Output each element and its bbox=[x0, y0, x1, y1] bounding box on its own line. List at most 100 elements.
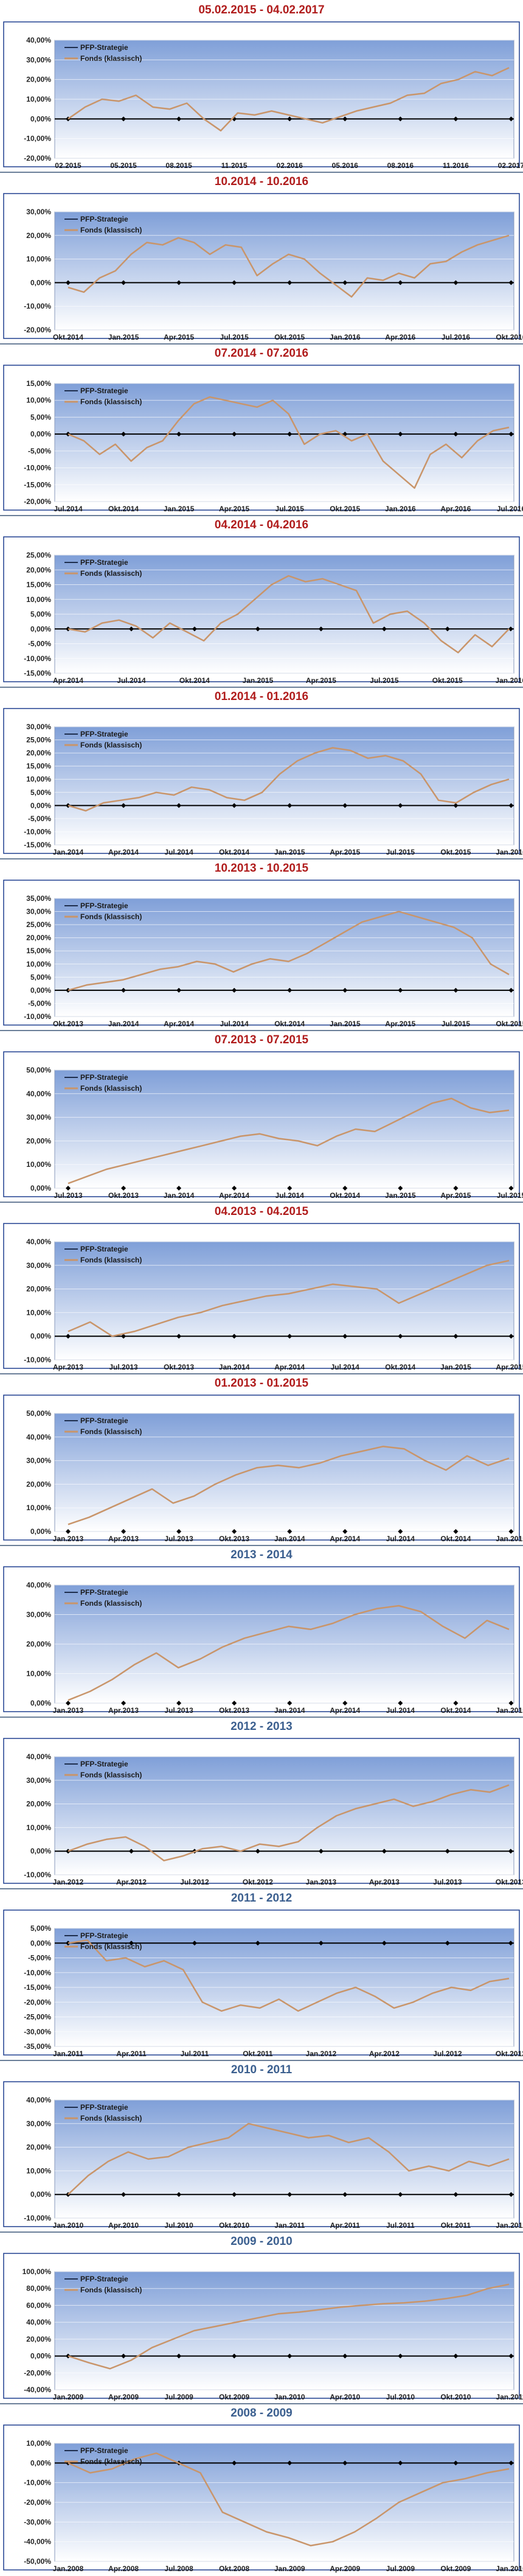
y-tick-label: 0,00% bbox=[30, 1939, 51, 1947]
x-tick-label: Jan.2014 bbox=[274, 1535, 305, 1543]
x-tick-label: Apr.2014 bbox=[164, 1020, 194, 1028]
x-tick-mark bbox=[287, 432, 293, 437]
x-tick-mark bbox=[232, 280, 237, 285]
x-tick-label: Jul.2010 bbox=[164, 2221, 193, 2230]
y-tick-label: -10,00% bbox=[24, 1012, 51, 1021]
x-tick-label: Apr.2015 bbox=[385, 1020, 415, 1028]
y-tick-label: 0,00% bbox=[30, 625, 51, 633]
x-tick-mark bbox=[398, 1334, 403, 1339]
x-tick-label: Okt.2015 bbox=[440, 848, 471, 856]
x-tick-label: Okt.2014 bbox=[330, 1191, 360, 1200]
x-tick-mark bbox=[508, 2353, 514, 2359]
y-tick-label: 30,00% bbox=[26, 208, 51, 216]
x-tick-mark bbox=[121, 432, 126, 437]
chart-panel: 07.2014 - 07.2016 15,00% 10,00% 5,00% 0,00% -… bbox=[0, 343, 523, 515]
x-tick-label: Apr.2014 bbox=[219, 1191, 249, 1200]
y-tick-label: 40,00% bbox=[26, 2096, 51, 2104]
x-tick-mark bbox=[287, 116, 293, 122]
y-tick-label: 20,00% bbox=[26, 1285, 51, 1293]
y-tick-label: 10,00% bbox=[26, 255, 51, 264]
panel-separator bbox=[0, 343, 523, 345]
x-tick-mark bbox=[453, 1701, 459, 1706]
y-tick-label: -15,00% bbox=[24, 841, 51, 849]
x-tick-label: Jul.2016 bbox=[442, 333, 471, 341]
x-tick-mark bbox=[318, 1941, 324, 1946]
x-tick-mark bbox=[342, 2192, 348, 2197]
x-tick-label: Jul.2015 bbox=[497, 1191, 523, 1200]
x-tick-mark bbox=[66, 1334, 71, 1339]
chart-panel: 05.02.2015 - 04.02.2017 40,00% 30,00% 20,00… bbox=[0, 0, 523, 172]
chart-title: 04.2014 - 04.2016 bbox=[214, 519, 309, 531]
y-tick-label: -20,00% bbox=[24, 497, 51, 506]
x-tick-label: Jan.2010 bbox=[53, 2221, 84, 2230]
x-tick-label: Okt.2015 bbox=[330, 505, 360, 513]
plot-area bbox=[54, 1756, 514, 1875]
x-tick-label: Jan.2014 bbox=[53, 848, 84, 856]
y-tick-label: 5,00% bbox=[30, 973, 51, 981]
y-tick-label: 10,00% bbox=[26, 95, 51, 103]
x-tick-mark bbox=[287, 1334, 293, 1339]
y-tick-label: 0,00% bbox=[30, 801, 51, 810]
x-tick-label: Jan.2015 bbox=[440, 1363, 471, 1371]
y-tick-label: -20,00% bbox=[24, 2368, 51, 2377]
x-tick-label: Okt.2013 bbox=[219, 1706, 249, 1715]
x-tick-mark bbox=[508, 626, 513, 632]
x-tick-label: Apr.2010 bbox=[330, 2393, 360, 2401]
x-tick-label: Jan.2016 bbox=[495, 676, 523, 685]
x-tick-mark bbox=[398, 2460, 403, 2466]
x-tick-mark bbox=[508, 1701, 514, 1706]
y-tick-label: -10,00% bbox=[24, 1969, 51, 1977]
x-tick-mark bbox=[342, 116, 348, 122]
chart-svg: 40,00% 30,00% 20,00% 10,00% 0,00% -10,00% -20,… bbox=[3, 21, 523, 170]
chart-panel: 01.2013 - 01.2015 50,00% 40,00% 30,00% 20,00… bbox=[0, 1373, 523, 1545]
x-tick-label: Okt.2013 bbox=[219, 1535, 249, 1543]
chart-title: 2008 - 2009 bbox=[230, 2407, 293, 2420]
x-tick-mark bbox=[232, 803, 237, 808]
x-tick-mark bbox=[287, 1701, 293, 1706]
chart-panel: 04.2013 - 04.2015 40,00% 30,00% 20,00% 10,00… bbox=[0, 1202, 523, 1373]
x-tick-mark bbox=[508, 1941, 513, 1946]
series-line-fonds bbox=[68, 575, 510, 654]
x-tick-mark bbox=[445, 1849, 450, 1854]
y-tick-label: -30,00% bbox=[24, 2028, 51, 2036]
x-tick-label: Jan.2010 bbox=[496, 2564, 523, 2573]
x-tick-label: Jan.2015 bbox=[496, 1706, 523, 1715]
legend-label: PFP-Strategie bbox=[80, 1588, 128, 1597]
legend-label: Fonds (klassisch) bbox=[80, 1942, 142, 1951]
chart-svg: 40,00% 30,00% 20,00% 10,00% 0,00%Jan.2013 Apr… bbox=[3, 1566, 523, 1715]
x-tick-mark bbox=[232, 1701, 237, 1706]
x-tick-label: Jan.2015 bbox=[385, 1191, 416, 1200]
x-tick-label: Okt.2015 bbox=[432, 676, 463, 685]
y-tick-label: 15,00% bbox=[26, 379, 51, 388]
x-tick-label: Jan.2015 bbox=[330, 1020, 361, 1028]
legend-label: PFP-Strategie bbox=[80, 1931, 128, 1940]
x-tick-mark bbox=[508, 1334, 514, 1339]
x-tick-label: Jul.2013 bbox=[109, 1363, 138, 1371]
chart-title: 2013 - 2014 bbox=[230, 1549, 293, 1561]
x-tick-mark bbox=[508, 116, 514, 122]
y-tick-label: -20,00% bbox=[24, 154, 51, 163]
legend-label: PFP-Strategie bbox=[80, 215, 128, 223]
y-tick-label: 5,00% bbox=[30, 413, 51, 421]
legend-label: Fonds (klassisch) bbox=[80, 569, 142, 578]
y-tick-label: 0,00% bbox=[30, 1527, 51, 1536]
x-tick-label: Jul.2014 bbox=[386, 1706, 415, 1715]
x-tick-mark bbox=[453, 432, 459, 437]
y-tick-label: -15,00% bbox=[24, 480, 51, 489]
x-tick-label: Apr.2012 bbox=[116, 1878, 147, 1886]
series-line-fonds bbox=[68, 2123, 510, 2196]
y-tick-label: 25,00% bbox=[26, 920, 51, 929]
chart-svg: 15,00% 10,00% 5,00% 0,00% -5,00% -10,00% -15,0… bbox=[3, 365, 523, 513]
x-tick-mark bbox=[176, 1334, 182, 1339]
x-tick-label: Apr.2014 bbox=[274, 1363, 305, 1371]
x-tick-label: Okt.2014 bbox=[179, 676, 210, 685]
x-tick-label: Apr.2015 bbox=[219, 505, 249, 513]
y-tick-label: 40,00% bbox=[26, 1752, 51, 1761]
x-tick-mark bbox=[381, 626, 387, 632]
x-tick-label: Okt.2014 bbox=[440, 1535, 471, 1543]
y-tick-label: -30,00% bbox=[24, 2518, 51, 2526]
chart-panel: 2009 - 2010 100,00% 80,00% 60,00% 40,00% 20,0… bbox=[0, 2231, 523, 2403]
x-tick-mark bbox=[508, 2460, 514, 2466]
x-tick-mark bbox=[453, 1334, 459, 1339]
panel-separator bbox=[0, 858, 523, 859]
